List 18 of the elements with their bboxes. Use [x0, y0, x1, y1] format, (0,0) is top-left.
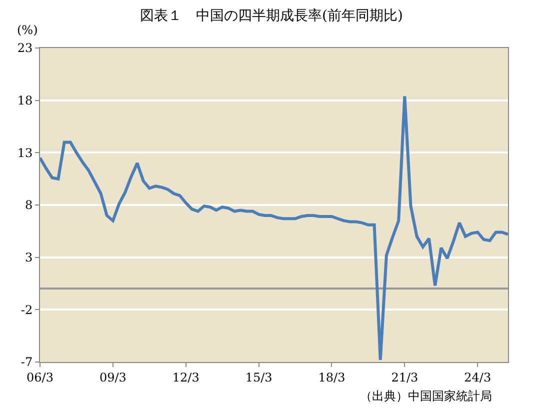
y-tick-label: 23 — [17, 41, 33, 56]
y-tick-label: 13 — [17, 146, 33, 160]
x-tick-label: 06/3 — [26, 370, 54, 384]
x-tick-label: 15/3 — [245, 370, 272, 384]
y-tick-label: 3 — [24, 250, 33, 265]
x-tick-label: 21/3 — [391, 370, 418, 384]
text: （出典）中国国家統計局 — [360, 389, 492, 403]
x-tick-label: 09/3 — [99, 370, 126, 384]
x-tick-label: 18/3 — [318, 370, 346, 384]
x-tick-label: 24/3 — [464, 370, 492, 384]
line-series — [40, 94, 508, 362]
x-tick-label: 12/3 — [172, 370, 200, 384]
y-axis-title: (%) — [17, 23, 38, 37]
y-tick-label: -7 — [20, 355, 33, 370]
y-tick-label: 18 — [17, 94, 33, 108]
chart-title: 図表１ 中国の四半期成長率(前年同期比) — [140, 8, 403, 24]
y-tick-label: -2 — [20, 302, 33, 317]
y-tick-label: 8 — [24, 198, 33, 212]
